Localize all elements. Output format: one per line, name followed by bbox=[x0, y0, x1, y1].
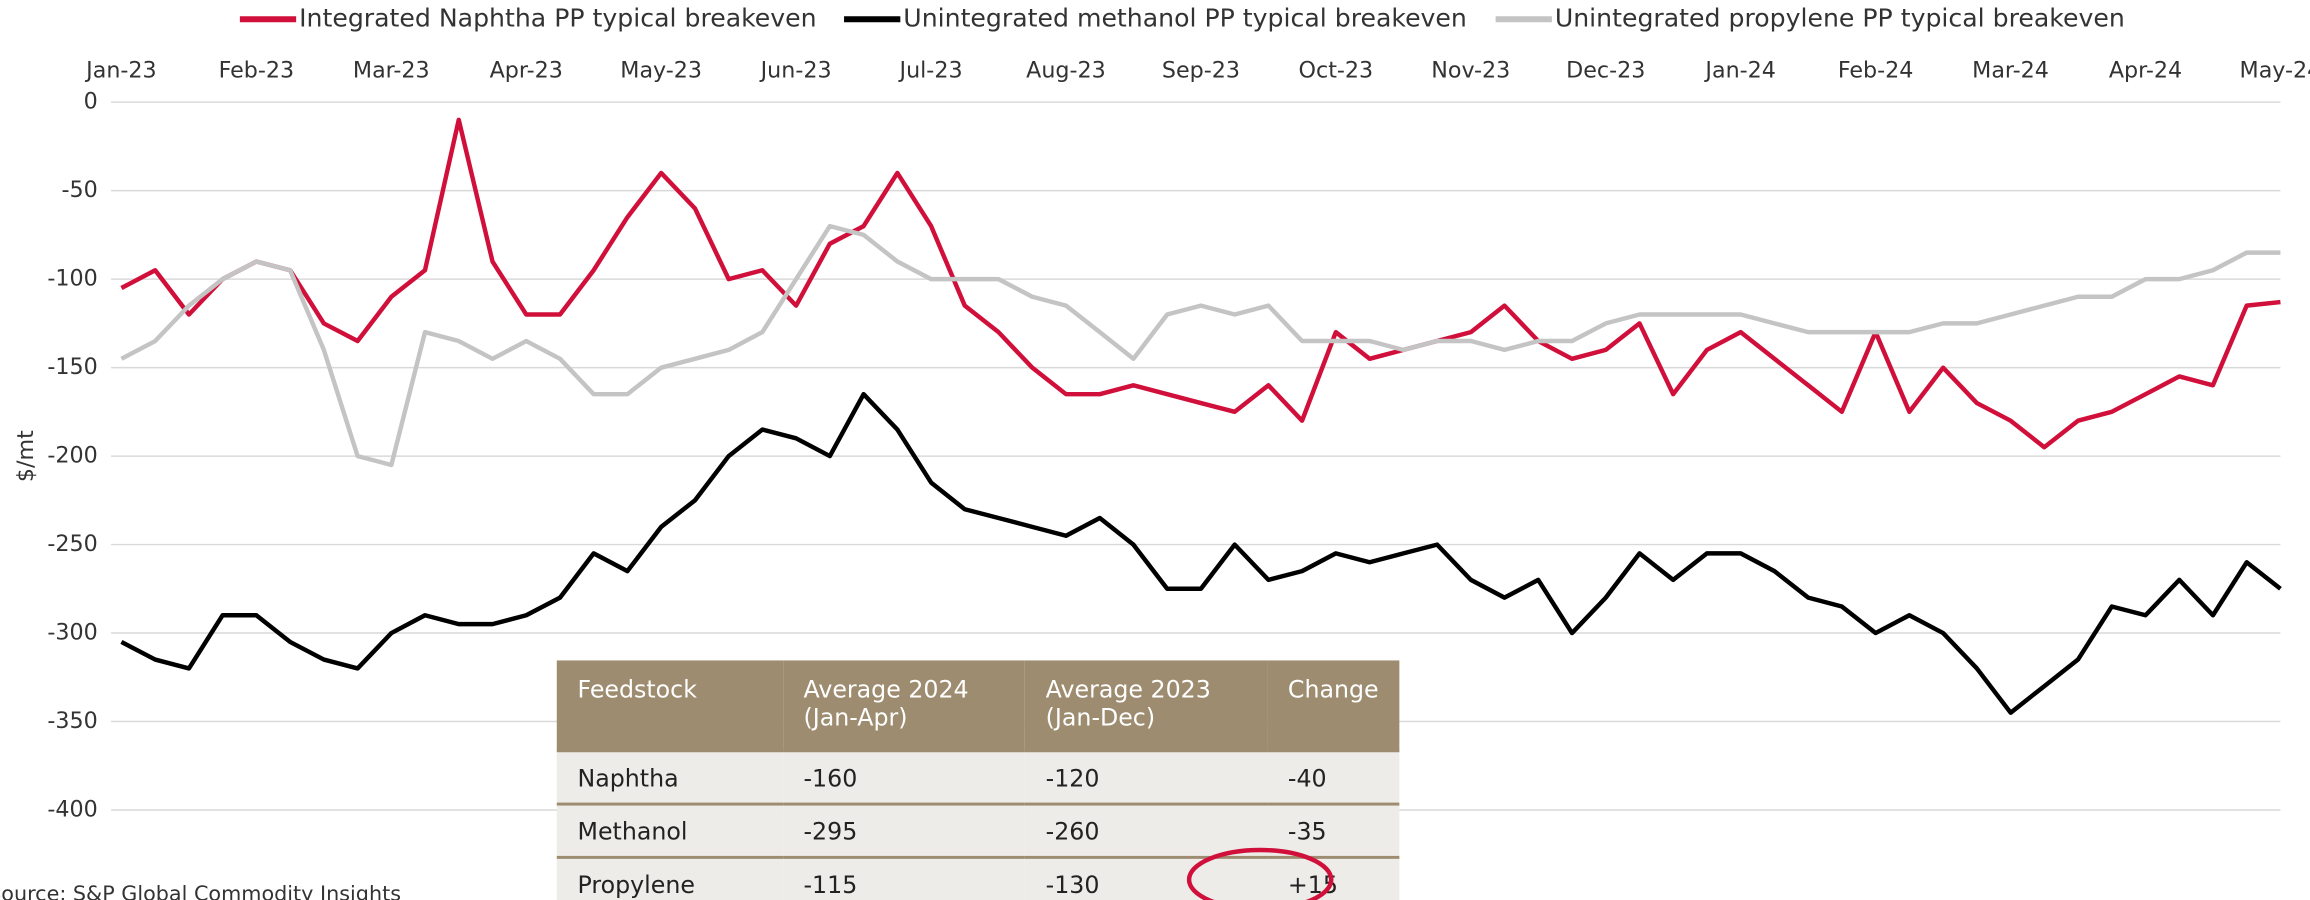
table-cell: -160 bbox=[782, 749, 1025, 805]
source: Source: S&P Global Commodity Insights bbox=[0, 881, 401, 900]
table-cell: -40 bbox=[1267, 749, 1400, 805]
table-cell: Naphtha bbox=[556, 749, 783, 805]
y-tick-label: -300 bbox=[47, 620, 97, 646]
x-tick-label: May-24 bbox=[2240, 58, 2310, 84]
table-row: Naphtha -160 -120 -40 bbox=[556, 749, 1400, 805]
table-header: Average 2023 (Jan-Dec) bbox=[1024, 660, 1268, 751]
x-tick-label: Dec-23 bbox=[1566, 58, 1645, 84]
y-tick-label: -200 bbox=[47, 443, 97, 469]
y-axis-label: $/mt bbox=[13, 430, 39, 482]
y-tick-label: -350 bbox=[47, 708, 97, 734]
table-cell: +15 bbox=[1267, 855, 1400, 900]
table-cell: Methanol bbox=[556, 802, 783, 858]
x-tick-label: Jun-23 bbox=[759, 58, 832, 84]
y-tick-label: -100 bbox=[47, 266, 97, 292]
table-cell: -260 bbox=[1024, 802, 1268, 858]
x-tick-label: Oct-23 bbox=[1299, 58, 1374, 84]
y-tick-label: -150 bbox=[47, 354, 97, 380]
table-cell: -130 bbox=[1024, 855, 1268, 900]
x-tick-label: Feb-24 bbox=[1838, 58, 1914, 84]
table-cell: Propylene bbox=[556, 855, 783, 900]
y-tick-label: 0 bbox=[84, 89, 98, 115]
x-tick-label: Aug-23 bbox=[1026, 58, 1106, 84]
x-tick-label: Feb-23 bbox=[219, 58, 295, 84]
table-row: Methanol -295 -260 -35 bbox=[556, 802, 1400, 858]
y-tick-label: -400 bbox=[47, 796, 97, 822]
x-tick-label: Jul-23 bbox=[898, 58, 963, 84]
summary-table: Feedstock Average 2024 (Jan-Apr) Average 2… bbox=[556, 660, 1400, 900]
x-tick-label: May-23 bbox=[620, 58, 702, 84]
table-header: Change bbox=[1267, 660, 1400, 751]
y-tick-label: -250 bbox=[47, 531, 97, 557]
x-tick-label: Mar-23 bbox=[353, 58, 430, 84]
x-tick-label: Jan-23 bbox=[84, 58, 157, 84]
y-tick-label: -50 bbox=[61, 177, 97, 203]
legend-label: Integrated Naphtha PP typical breakeven bbox=[299, 3, 816, 32]
legend-label: Unintegrated propylene PP typical breake… bbox=[1555, 3, 2125, 32]
table-row: Propylene -115 -130 +15 bbox=[556, 855, 1400, 900]
series-line bbox=[120, 117, 2281, 450]
table-cell: -115 bbox=[782, 855, 1025, 900]
x-tick-label: Sep-23 bbox=[1162, 58, 1240, 84]
table-cell: -120 bbox=[1024, 749, 1268, 805]
x-tick-label: Apr-24 bbox=[2109, 58, 2182, 84]
x-tick-label: Jan-24 bbox=[1703, 58, 1776, 84]
table-header: Average 2024 (Jan-Apr) bbox=[782, 660, 1025, 751]
x-tick-label: Nov-23 bbox=[1431, 58, 1510, 84]
legend-label: Unintegrated methanol PP typical breakev… bbox=[903, 3, 1467, 32]
x-tick-label: Mar-24 bbox=[1972, 58, 2049, 84]
table-cell: -295 bbox=[782, 802, 1025, 858]
table-header: Feedstock bbox=[556, 660, 783, 751]
x-tick-label: Apr-23 bbox=[490, 58, 563, 84]
series-line bbox=[120, 223, 2281, 468]
table-cell: -35 bbox=[1267, 802, 1400, 858]
series-line bbox=[120, 391, 2282, 715]
